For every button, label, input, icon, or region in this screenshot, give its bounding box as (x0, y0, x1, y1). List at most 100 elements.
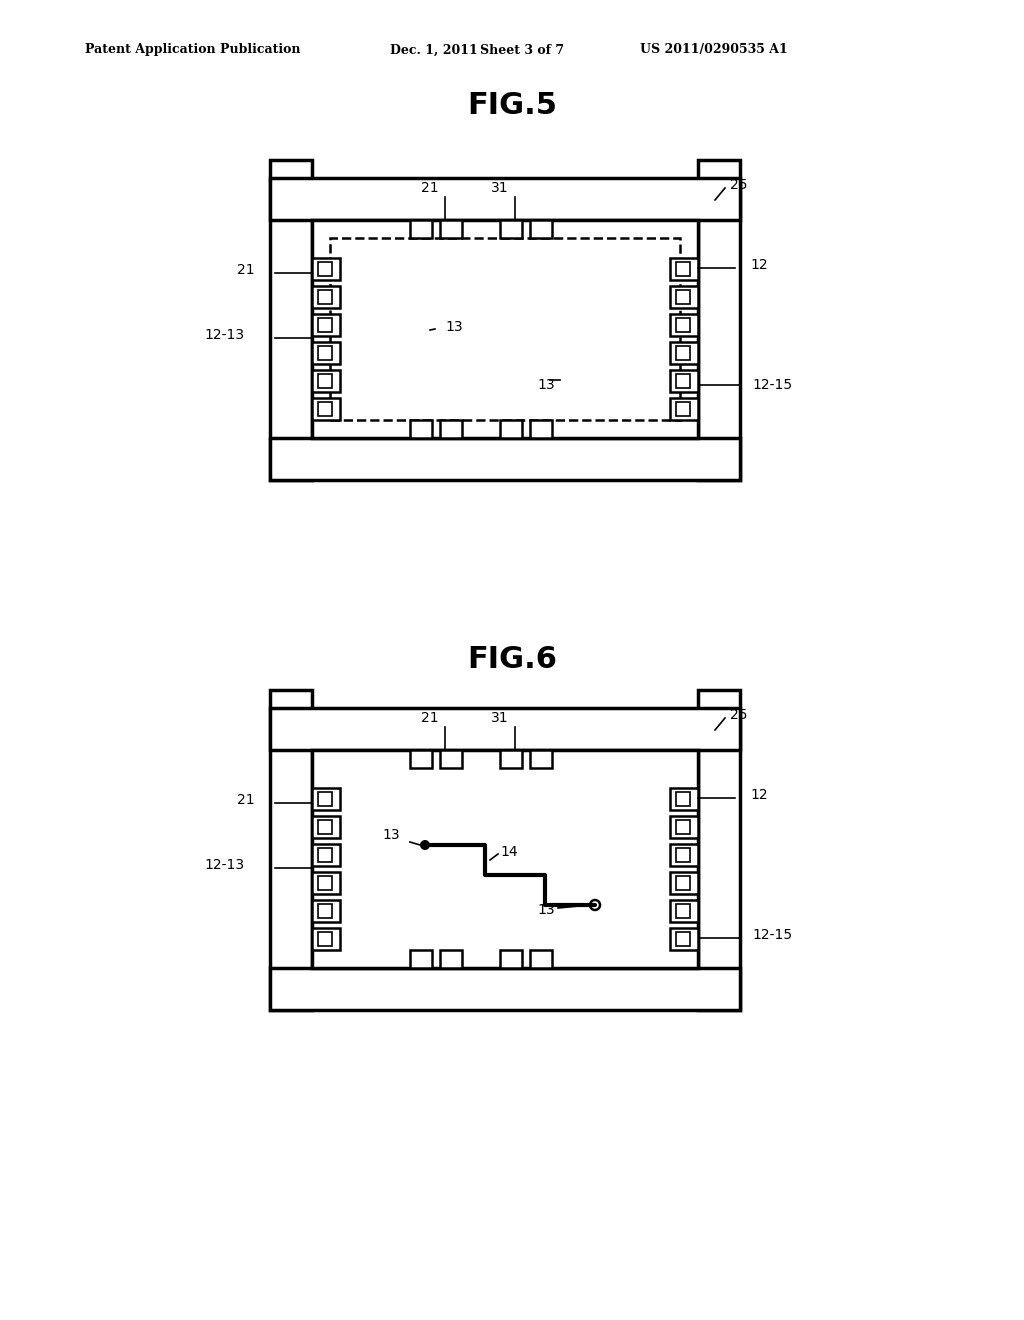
Text: 13: 13 (445, 319, 463, 334)
Bar (500, 420, 522, 438)
Text: 13: 13 (382, 828, 400, 842)
Bar (440, 420, 462, 438)
Bar (676, 374, 690, 388)
Bar (440, 950, 462, 968)
Bar (410, 750, 432, 768)
Bar (698, 160, 740, 480)
Bar (676, 932, 690, 946)
Circle shape (420, 840, 430, 850)
Bar (330, 238, 680, 420)
Bar (670, 928, 698, 950)
Bar (676, 792, 690, 807)
Text: Patent Application Publication: Patent Application Publication (85, 44, 300, 57)
Bar (670, 399, 698, 420)
Bar (312, 750, 698, 968)
Bar (440, 220, 462, 238)
Bar (312, 257, 340, 280)
Bar (410, 220, 432, 238)
Bar (500, 950, 522, 968)
Text: 25: 25 (730, 178, 748, 191)
Bar (270, 438, 740, 480)
Bar (500, 220, 522, 238)
Bar (500, 750, 522, 768)
Bar (698, 690, 740, 1010)
Bar (670, 788, 698, 810)
Bar (530, 950, 552, 968)
Bar (676, 261, 690, 276)
Bar (676, 290, 690, 304)
Bar (670, 286, 698, 308)
Text: FIG.5: FIG.5 (467, 91, 557, 120)
Bar (676, 820, 690, 834)
Bar (670, 900, 698, 921)
Text: 31: 31 (492, 181, 509, 195)
Bar (676, 876, 690, 890)
Bar (530, 420, 552, 438)
Bar (670, 257, 698, 280)
Text: Dec. 1, 2011: Dec. 1, 2011 (390, 44, 478, 57)
Text: 12-15: 12-15 (752, 378, 793, 392)
Text: FIG.6: FIG.6 (467, 645, 557, 675)
Text: US 2011/0290535 A1: US 2011/0290535 A1 (640, 44, 787, 57)
Bar (312, 816, 340, 838)
Bar (312, 399, 340, 420)
Text: 21: 21 (238, 793, 255, 807)
Bar (318, 374, 332, 388)
Bar (676, 403, 690, 416)
Bar (312, 900, 340, 921)
Text: 21: 21 (238, 263, 255, 277)
Bar (270, 968, 740, 1010)
Bar (440, 750, 462, 768)
Bar (670, 342, 698, 364)
Bar (312, 286, 340, 308)
Bar (312, 843, 340, 866)
Text: 31: 31 (492, 711, 509, 725)
Bar (530, 220, 552, 238)
Text: 12: 12 (750, 788, 768, 803)
Text: 21: 21 (421, 711, 439, 725)
Bar (670, 370, 698, 392)
Bar (312, 873, 340, 894)
Bar (312, 342, 340, 364)
Bar (410, 420, 432, 438)
Text: 25: 25 (730, 708, 748, 722)
Bar (318, 932, 332, 946)
Bar (676, 847, 690, 862)
Bar (318, 876, 332, 890)
Bar (318, 792, 332, 807)
Bar (530, 750, 552, 768)
Text: 12: 12 (750, 257, 768, 272)
Bar (312, 788, 340, 810)
Bar (670, 314, 698, 337)
Bar (318, 904, 332, 917)
Bar (670, 816, 698, 838)
Bar (312, 370, 340, 392)
Bar (670, 843, 698, 866)
Text: 13: 13 (538, 378, 555, 392)
Bar (312, 928, 340, 950)
Bar (318, 290, 332, 304)
Bar (318, 820, 332, 834)
Bar (270, 160, 312, 480)
Bar (270, 178, 740, 220)
Bar (312, 314, 340, 337)
Bar (676, 318, 690, 333)
Bar (318, 847, 332, 862)
Bar (318, 346, 332, 360)
Text: 13: 13 (538, 903, 555, 917)
Bar (318, 403, 332, 416)
Bar (312, 220, 698, 438)
Bar (676, 904, 690, 917)
Bar (270, 690, 312, 1010)
Bar (410, 950, 432, 968)
Bar (318, 261, 332, 276)
Bar (318, 318, 332, 333)
Text: 14: 14 (500, 845, 517, 859)
Text: 12-15: 12-15 (752, 928, 793, 942)
Text: 12-13: 12-13 (205, 858, 245, 873)
Bar (270, 708, 740, 750)
Text: Sheet 3 of 7: Sheet 3 of 7 (480, 44, 564, 57)
Bar (670, 873, 698, 894)
Text: 12-13: 12-13 (205, 327, 245, 342)
Bar (676, 346, 690, 360)
